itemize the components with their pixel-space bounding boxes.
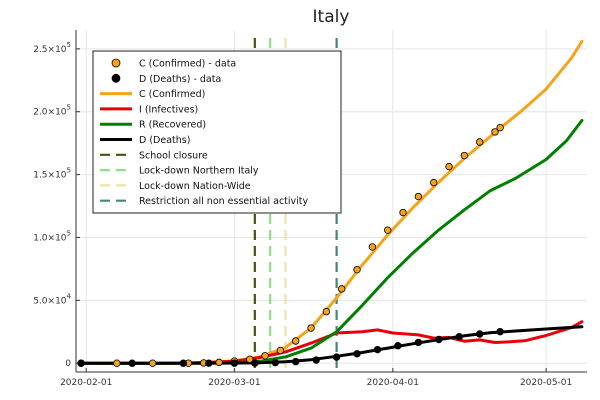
data-point — [113, 359, 121, 367]
x-tick-label: 2020-03-01 — [208, 378, 260, 388]
legend: C (Confirmed) - data D (Deaths) - data C (… — [92, 50, 342, 214]
y-tick-label: 5.0×104 — [33, 292, 71, 306]
y-tick-label: 2.5×105 — [33, 41, 71, 55]
legend-label: I (Infectives) — [139, 104, 198, 115]
legend-label: Restriction all non essential activity — [139, 196, 309, 207]
legend-label: D (Deaths) — [139, 135, 190, 146]
data-point — [338, 285, 346, 293]
data-point — [322, 307, 331, 316]
data-point — [307, 324, 315, 332]
data-point — [496, 123, 504, 132]
data-point — [276, 346, 285, 355]
legend-marker — [111, 58, 121, 68]
legend-label: R (Recovered) — [139, 120, 206, 131]
data-point — [353, 350, 361, 358]
data-point — [205, 359, 213, 367]
legend-label: C (Confirmed) - data — [139, 59, 236, 70]
data-point — [271, 358, 279, 367]
data-point — [435, 335, 443, 344]
data-point — [292, 357, 300, 366]
data-point — [230, 359, 239, 367]
legend-box — [92, 50, 342, 214]
data-point — [455, 333, 463, 341]
data-point — [251, 359, 259, 367]
x-tick-label: 2020-02-01 — [60, 378, 112, 388]
tick-labels: 2020-02-01 2020-03-01 2020-04-01 2020-05-01… — [33, 41, 572, 388]
legend-label: D (Deaths) - data — [139, 74, 221, 85]
y-tick-label: 0 — [65, 359, 71, 369]
data-point — [353, 265, 361, 274]
data-point — [292, 337, 300, 345]
data-point — [460, 151, 469, 160]
legend-label: Lock-down Nation-Wide — [139, 181, 251, 192]
data-point — [368, 243, 377, 251]
series-line — [79, 325, 584, 365]
chart-title: Italy — [313, 7, 350, 27]
legend-label: C (Confirmed) — [139, 89, 205, 100]
data-point — [491, 128, 499, 136]
y-tick-label: 2.0×105 — [33, 104, 71, 118]
data-point — [128, 359, 136, 367]
x-tick-label: 2020-04-01 — [367, 378, 419, 388]
data-point — [179, 359, 188, 367]
data-point — [445, 162, 453, 171]
data-point — [312, 356, 320, 364]
x-tick-label: 2020-05-01 — [520, 378, 572, 388]
data-point — [394, 342, 402, 350]
data-point — [261, 352, 269, 360]
data-point — [246, 355, 254, 364]
axes — [75, 30, 587, 373]
data-point — [414, 338, 423, 347]
data-point — [148, 359, 157, 367]
data-point — [215, 358, 223, 367]
data-point — [414, 192, 423, 201]
data-point — [373, 345, 382, 354]
data-point — [77, 359, 85, 367]
data-point — [430, 178, 438, 187]
data-point — [475, 330, 484, 338]
data-point — [399, 208, 407, 217]
y-tick-label: 1.0×105 — [33, 229, 71, 243]
legend-marker — [111, 73, 121, 83]
data-point — [475, 138, 484, 146]
data-point — [496, 327, 504, 336]
data-markers — [77, 123, 504, 367]
data-point — [384, 226, 392, 234]
legend-label: School closure — [139, 150, 208, 161]
data-point — [332, 353, 341, 361]
y-tick-label: 1.5×105 — [33, 167, 71, 181]
legend-label: Lock-down Northern Italy — [139, 166, 259, 177]
